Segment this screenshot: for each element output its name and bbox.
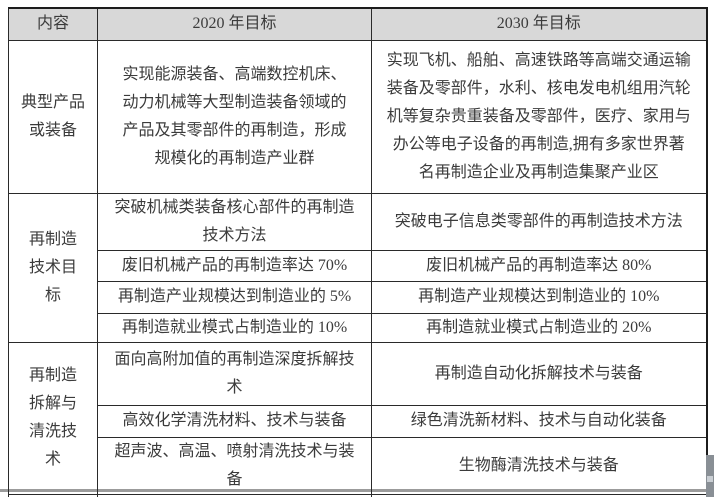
- table-row: 超声波、高温、喷射清洗技术与装 备 生物酶清洗技术与装备: [9, 436, 707, 495]
- header-cell-2030-goals: 2030 年目标: [371, 7, 707, 41]
- cell-2030-green-cleaning: 绿色清洗新材料、技术与自动化装备: [371, 404, 707, 438]
- table-row: 废旧机械产品的再制造率达 70% 废旧机械产品的再制造率达 80%: [9, 249, 707, 282]
- cell-2030-auto-disassembly: 再制造自动化拆解技术与装备: [371, 341, 707, 406]
- cell-2030-remanufacturing-rate: 废旧机械产品的再制造率达 80%: [371, 249, 707, 282]
- table-bottom-sliver-row: [8, 493, 707, 497]
- cell-2020-chemical-cleaning: 高效化学清洗材料、技术与装备: [97, 404, 372, 438]
- cell-2020-typical-products: 实现能源装备、高端数控机床、 动力机械等大型制造装备领域的 产品及其零部件的再制…: [97, 39, 372, 194]
- table-row: 再制造就业模式占制造业的 10% 再制造就业模式占制造业的 20%: [9, 312, 707, 343]
- cell-2030-employment-mode: 再制造就业模式占制造业的 20%: [371, 312, 707, 343]
- table-row: 再制造 拆解与 清洗技 术 面向高附加值的再制造深度拆解技 术 再制造自动化拆解…: [8, 341, 707, 495]
- table-header-row: 内容 2020 年目标 2030 年目标: [8, 7, 707, 41]
- cell-2020-ultrasonic-cleaning: 超声波、高温、喷射清洗技术与装 备: [97, 436, 372, 495]
- row-label-disassembly-cleaning-tech: 再制造 拆解与 清洗技 术: [8, 341, 98, 495]
- row-label-typical-products: 典型产品 或装备: [8, 39, 98, 194]
- scrollbar-thumb[interactable]: [707, 476, 713, 482]
- table-row: 高效化学清洗材料、技术与装备 绿色清洗新材料、技术与自动化装备: [9, 404, 707, 438]
- cell-2030-tech-breakthrough: 突破电子信息类零部件的再制造技术方法: [371, 192, 707, 251]
- cell-2030-typical-products: 实现飞机、船舶、高速铁路等高端交通运输 装备及零部件，水利、核电发电机组用汽轮 …: [371, 39, 707, 194]
- header-cell-2020-goals: 2020 年目标: [97, 7, 372, 41]
- row-label-remanufacturing-tech-goals: 再制造 技术目 标: [8, 192, 98, 343]
- cell-2020-deep-disassembly: 面向高附加值的再制造深度拆解技 术: [97, 341, 372, 406]
- table-row: 再制造产业规模达到制造业的 5% 再制造产业规模达到制造业的 10%: [9, 280, 707, 314]
- cell-2020-remanufacturing-rate: 废旧机械产品的再制造率达 70%: [97, 249, 372, 282]
- cell-2030-bio-enzyme-cleaning: 生物酶清洗技术与装备: [371, 436, 707, 495]
- cell-2020-industry-scale: 再制造产业规模达到制造业的 5%: [97, 280, 372, 314]
- goals-table: 内容 2020 年目标 2030 年目标 典型产品 或装备 实现能源装备、高端数…: [8, 7, 708, 497]
- table-row: 典型产品 或装备 实现能源装备、高端数控机床、 动力机械等大型制造装备领域的 产…: [8, 39, 707, 194]
- cell-2020-tech-breakthrough: 突破机械类装备核心部件的再制造 技术方法: [97, 192, 372, 251]
- cell-2030-industry-scale: 再制造产业规模达到制造业的 10%: [371, 280, 707, 314]
- vertical-scrollbar[interactable]: [706, 455, 714, 497]
- table-row: 再制造 技术目 标 突破机械类装备核心部件的再制造 技术方法 突破电子信息类零部…: [8, 192, 707, 343]
- cell-2020-employment-mode: 再制造就业模式占制造业的 10%: [97, 312, 372, 343]
- header-cell-content: 内容: [8, 7, 98, 41]
